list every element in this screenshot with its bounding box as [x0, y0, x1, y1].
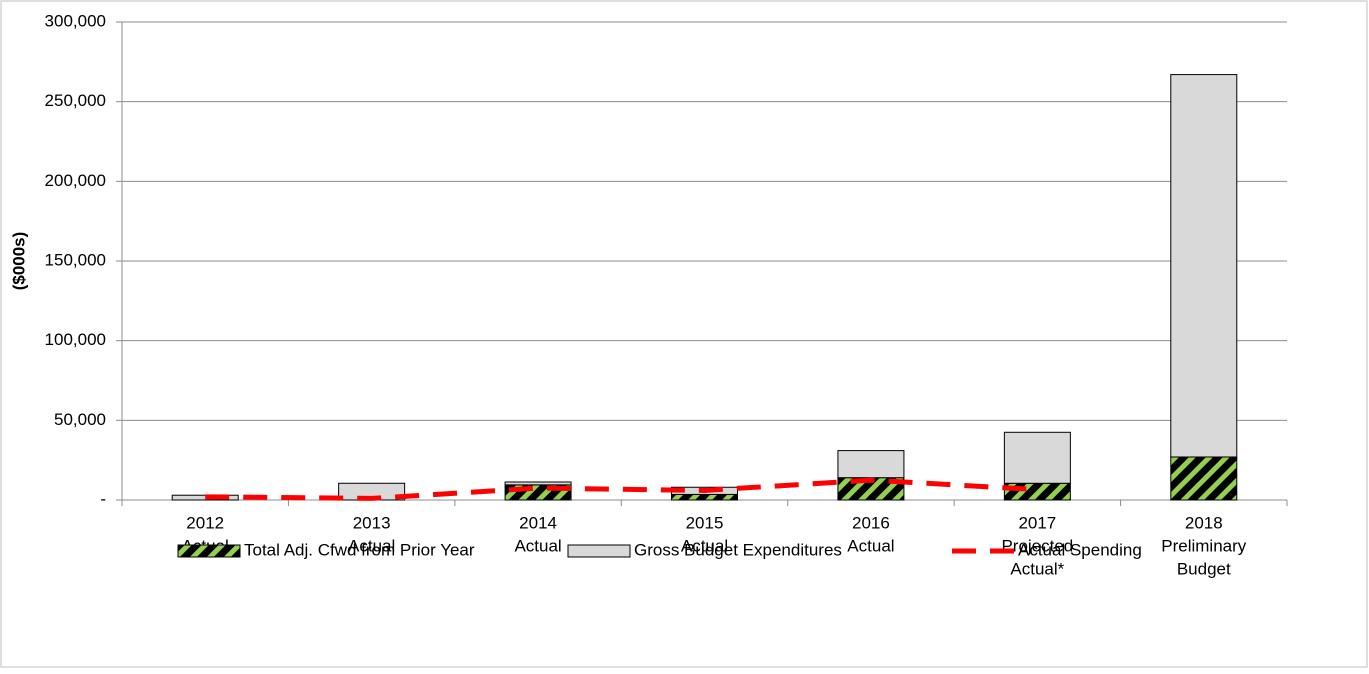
x-tick-label: Actual*	[1010, 559, 1064, 578]
x-tick-label: 2012	[186, 513, 224, 532]
legend-swatch	[567, 544, 631, 558]
bar-segment	[671, 493, 738, 501]
x-tick-label: 2015	[686, 513, 724, 532]
y-tick-label: 250,000	[45, 91, 106, 110]
bar-segment	[1003, 431, 1071, 484]
x-tick-label: Actual	[348, 536, 395, 555]
x-tick-label: Actual	[681, 536, 728, 555]
x-tick-label: Budget	[1177, 559, 1231, 578]
x-tick-label: 2018	[1185, 513, 1223, 532]
y-tick-label: -	[100, 489, 106, 508]
x-tick-label: Preliminary	[1161, 536, 1247, 555]
x-tick-label: Actual	[514, 536, 561, 555]
y-axis-label: ($000s)	[9, 232, 28, 291]
y-tick-label: 50,000	[54, 410, 106, 429]
legend-label: Actual Spending	[1018, 540, 1142, 559]
legend-label: Total Adj. Cfwd from Prior Year	[244, 540, 475, 559]
y-tick-label: 150,000	[45, 250, 106, 269]
y-tick-label: 100,000	[45, 330, 106, 349]
x-tick-label: 2014	[519, 513, 557, 532]
bar-segment	[504, 481, 572, 486]
bar-segment	[837, 450, 905, 479]
x-tick-label: 2016	[852, 513, 890, 532]
y-tick-label: 200,000	[45, 171, 106, 190]
legend-label: Gross Budget Expenditures	[634, 540, 842, 559]
bar-segment	[1170, 74, 1238, 458]
line	[205, 477, 1038, 501]
x-tick-label: 2013	[353, 513, 391, 532]
y-tick-label: 300,000	[45, 11, 106, 30]
bar-segment	[1170, 456, 1238, 501]
bar-segment	[1003, 482, 1071, 501]
legend-swatch	[177, 544, 241, 558]
x-tick-label: Projected	[1001, 536, 1073, 555]
x-tick-label: Actual	[847, 536, 894, 555]
x-tick-label: 2017	[1018, 513, 1056, 532]
